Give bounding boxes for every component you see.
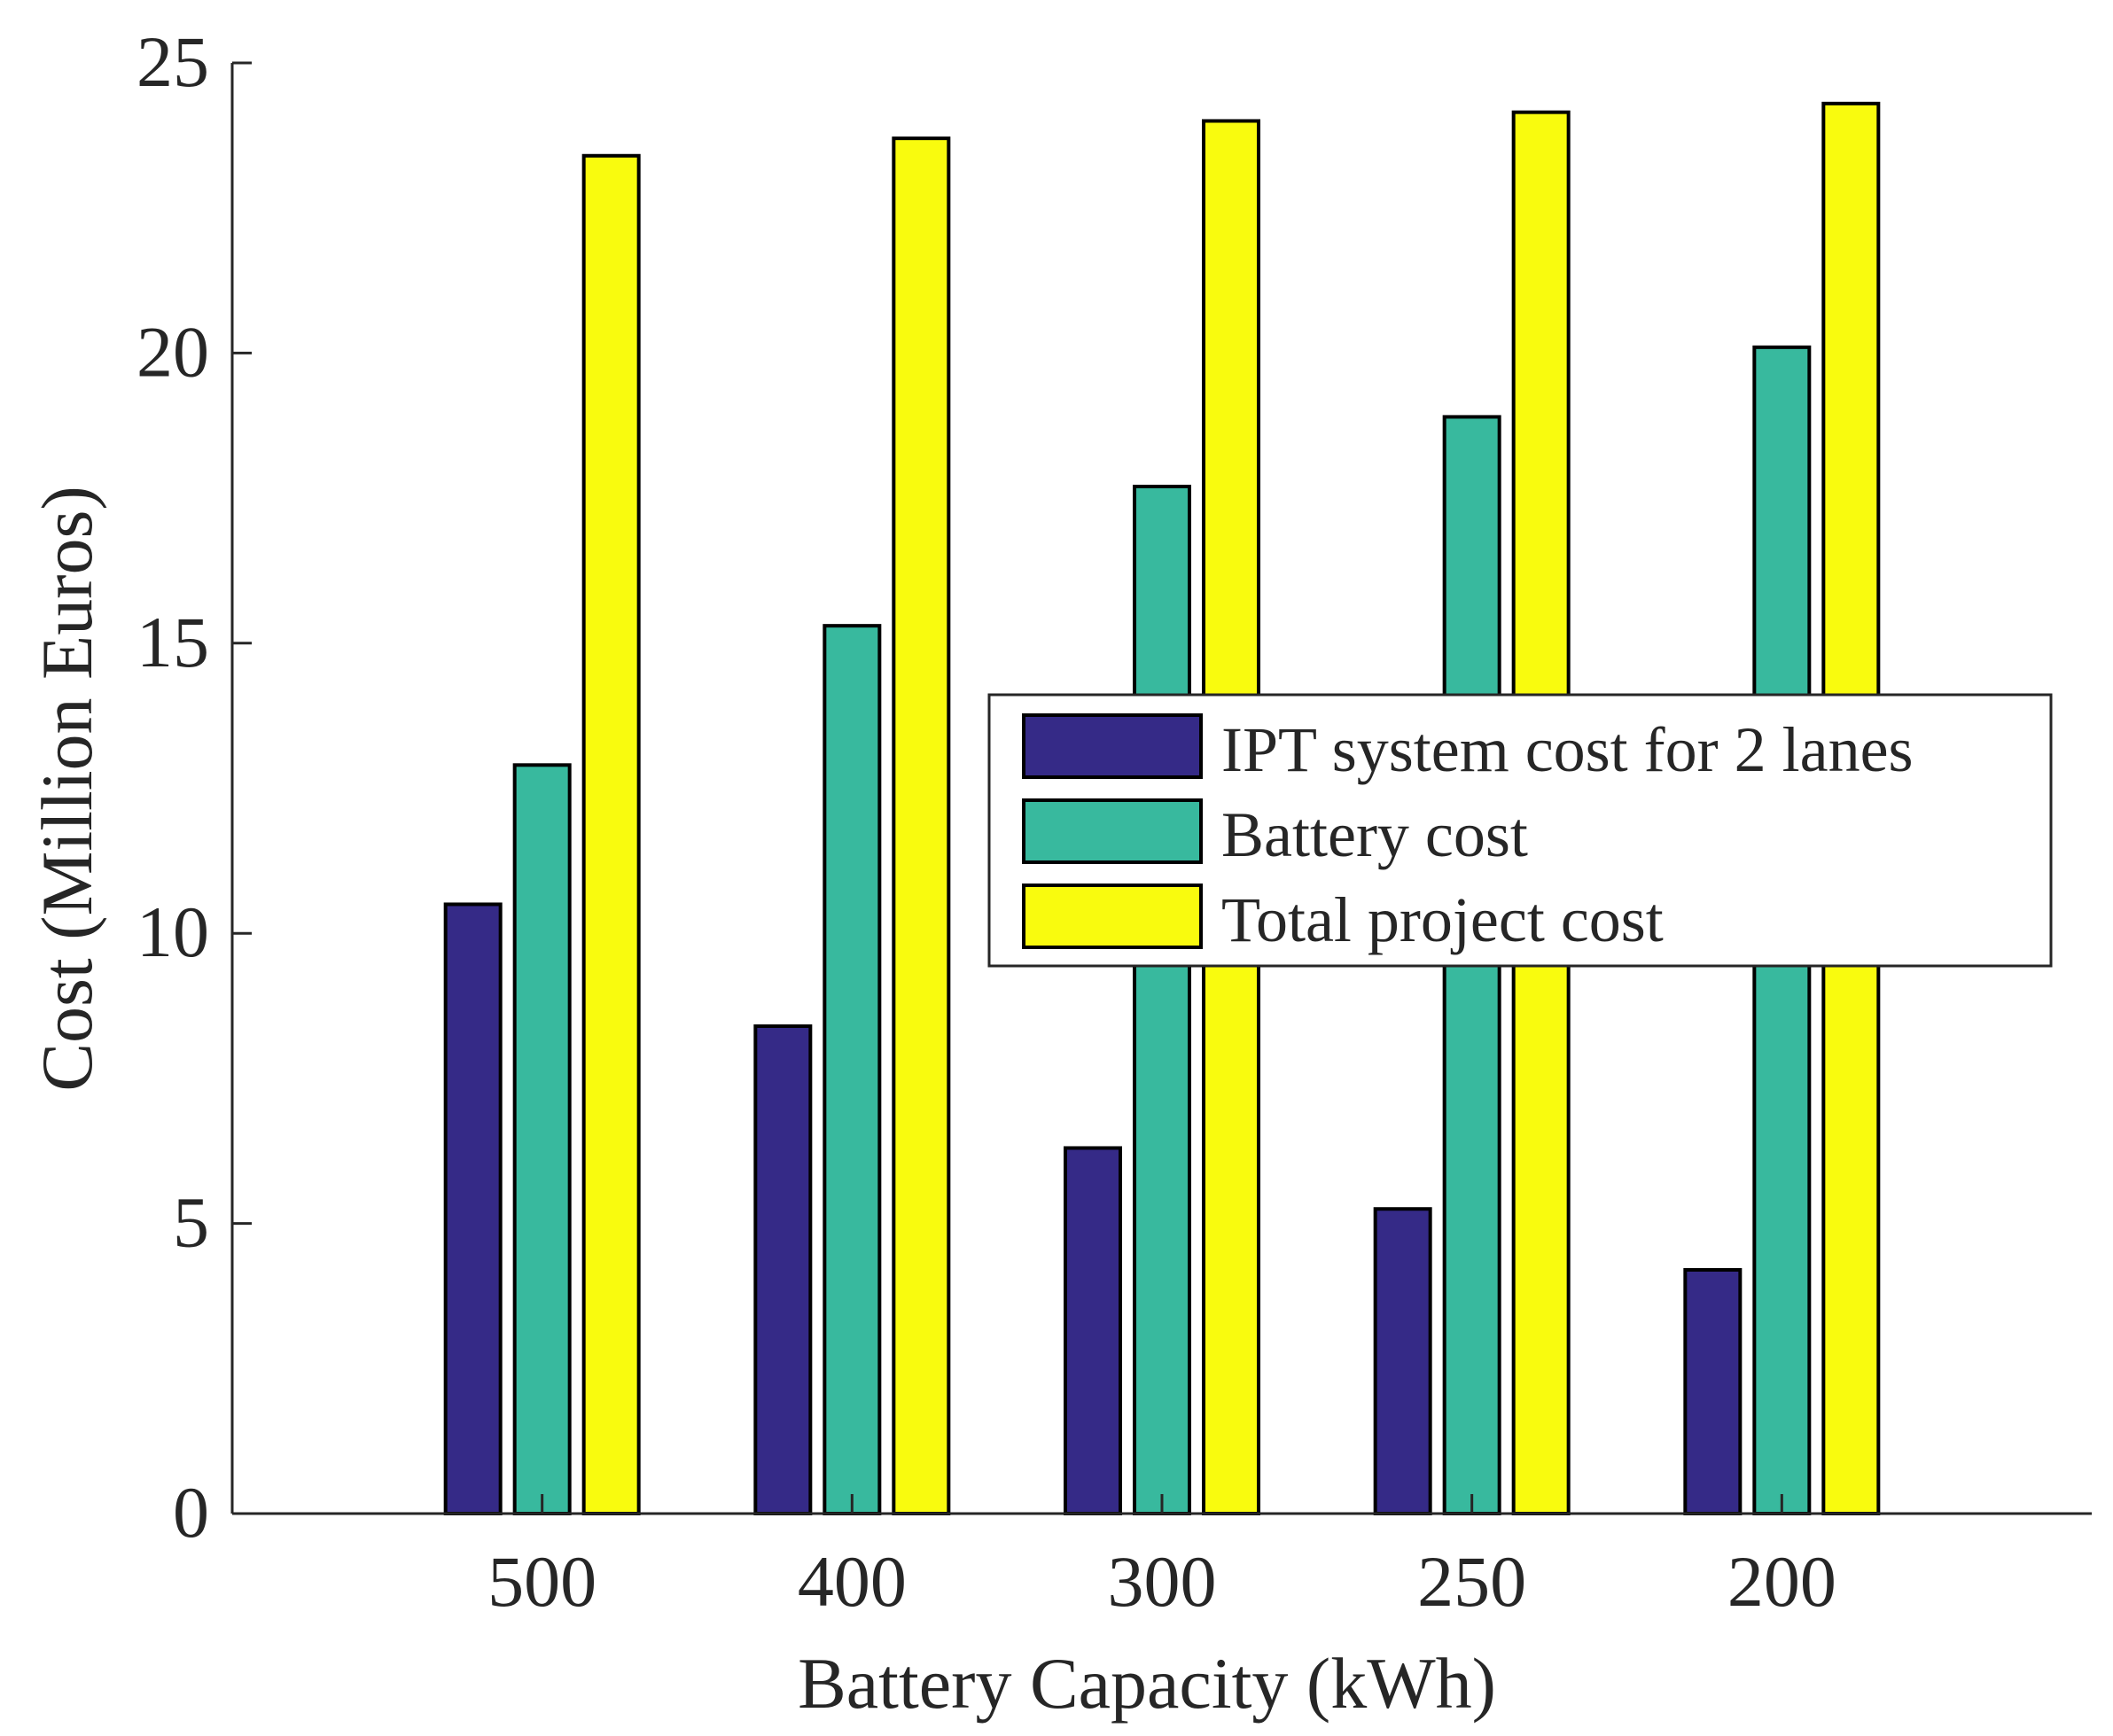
x-tick-label: 400 [798, 1541, 907, 1622]
bar-ipt-250 [1373, 1207, 1432, 1515]
legend-swatch-battery [1022, 798, 1203, 864]
bar-battery-300 [1133, 485, 1191, 1515]
legend-label-battery: Battery cost [1221, 799, 1528, 870]
x-axis-label: Battery Capacity (kWh) [798, 1643, 1496, 1724]
legend-swatch-ipt [1022, 713, 1203, 779]
y-tick-label: 15 [136, 602, 209, 682]
y-axis-label: Cost (Million Euros) [27, 486, 107, 1091]
legend-label-ipt: IPT system cost for 2 lanes [1221, 714, 1914, 785]
legend: IPT system cost for 2 lanes Battery cost… [987, 693, 2053, 968]
y-ticks-layer: 0 5 10 15 20 25 [136, 21, 252, 1553]
bar-ipt-300 [1064, 1146, 1122, 1515]
bar-ipt-500 [443, 902, 503, 1515]
bar-ipt-200 [1683, 1267, 1743, 1515]
y-tick-label: 10 [136, 891, 209, 972]
legend-swatch-total [1022, 884, 1203, 949]
x-tick-label: 500 [487, 1541, 596, 1622]
x-tick-label: 250 [1417, 1541, 1526, 1622]
bar-battery-400 [823, 624, 882, 1515]
bar-ipt-400 [753, 1024, 813, 1515]
bar-total-500 [581, 153, 641, 1516]
legend-label-total: Total project cost [1221, 884, 1664, 955]
x-tick-label: 300 [1108, 1541, 1217, 1622]
x-ticks-layer: 500 400 300 250 200 [487, 1494, 1836, 1622]
y-tick-label: 0 [173, 1472, 209, 1553]
y-tick-label: 20 [136, 311, 209, 392]
bar-total-400 [892, 136, 951, 1515]
bar-battery-500 [512, 763, 572, 1515]
y-tick-label: 5 [173, 1182, 209, 1263]
x-tick-label: 200 [1727, 1541, 1836, 1622]
y-tick-label: 25 [136, 21, 209, 102]
